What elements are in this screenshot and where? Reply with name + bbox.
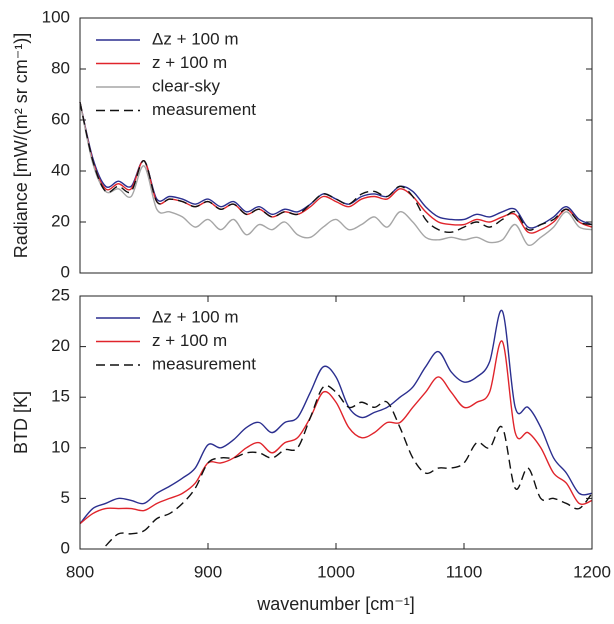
y-axis-label: Radiance [mW/(m² sr cm⁻¹)]	[11, 33, 31, 259]
y-axis-label: BTD [K]	[11, 391, 31, 454]
series-line	[79, 102, 593, 234]
legend-label: z + 100 m	[152, 331, 227, 350]
legend-label: measurement	[152, 354, 256, 373]
series-line	[79, 102, 593, 247]
series-line	[105, 384, 593, 547]
y-tick-label: 5	[61, 488, 70, 507]
legend-label: Δz + 100 m	[152, 307, 238, 326]
y-tick-label: 10	[51, 437, 70, 456]
y-tick-label: 0	[61, 538, 70, 557]
x-tick-label: 1200	[573, 562, 611, 581]
series-line	[79, 101, 593, 229]
plot-frame	[79, 295, 593, 550]
y-tick-label: 40	[51, 160, 70, 179]
y-tick-label: 20	[51, 211, 70, 230]
legend-label: z + 100 m	[152, 53, 227, 72]
legend-label: Δz + 100 m	[152, 29, 238, 48]
legend-label: measurement	[152, 100, 256, 119]
x-tick-label: 900	[194, 562, 222, 581]
y-tick-label: 60	[51, 109, 70, 128]
y-tick-label: 0	[61, 262, 70, 281]
y-tick-label: 80	[51, 58, 70, 77]
series-line	[79, 340, 593, 525]
y-tick-label: 25	[51, 285, 70, 304]
x-axis-label: wavenumber [cm⁻¹]	[256, 594, 415, 614]
x-tick-label: 1100	[446, 562, 483, 581]
x-tick-label: 800	[66, 562, 94, 581]
series-line	[79, 309, 593, 525]
plot-frame	[79, 17, 593, 274]
x-tick-label: 1000	[317, 562, 355, 581]
y-tick-label: 100	[42, 7, 70, 26]
legend-label: clear-sky	[152, 76, 221, 95]
series-line	[79, 102, 593, 233]
y-tick-label: 20	[51, 336, 70, 355]
y-tick-label: 15	[51, 387, 70, 406]
